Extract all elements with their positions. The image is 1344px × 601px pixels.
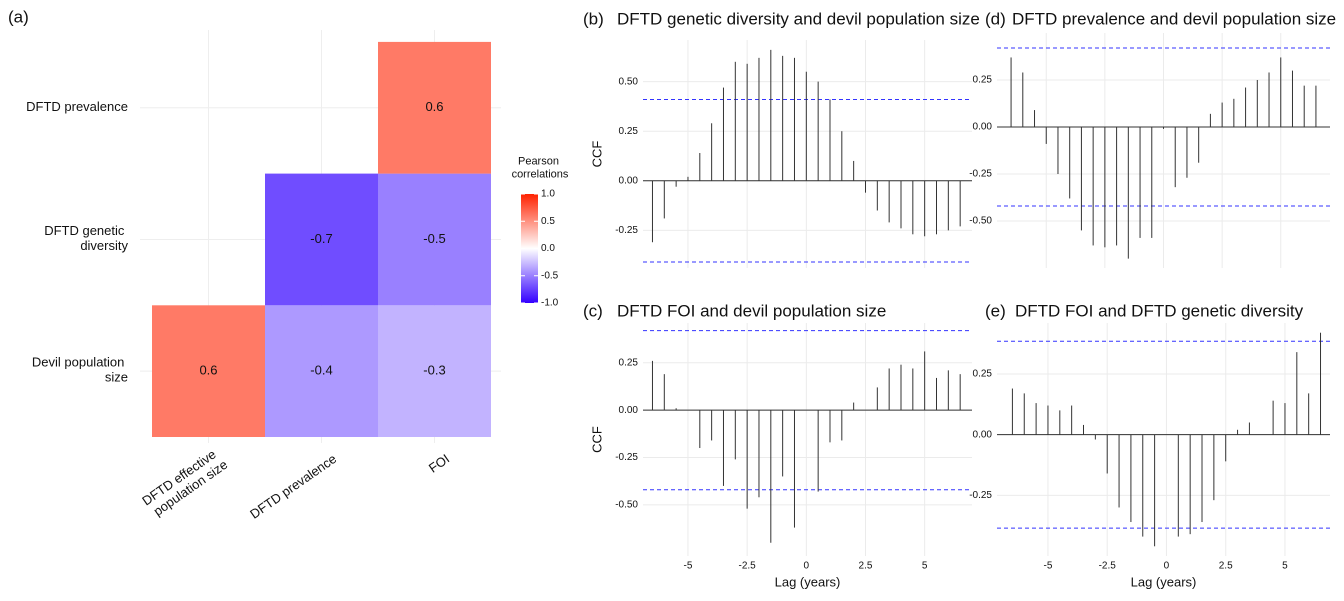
x-axis-label: Lag (years) xyxy=(1131,574,1197,589)
x-tick-label: DFTD prevalence xyxy=(247,451,339,522)
y-tick-label: 0.25 xyxy=(973,75,993,86)
y-tick-label: 0.25 xyxy=(619,357,639,368)
x-tick-label: -5 xyxy=(684,561,693,572)
heatmap-cell xyxy=(378,41,491,174)
y-tick-label: 0.50 xyxy=(619,76,639,87)
panel-label: (a) xyxy=(8,7,29,26)
x-tick-label: 5 xyxy=(922,561,928,572)
y-tick-label: -0.25 xyxy=(969,490,992,501)
chart-title: DFTD genetic diversity and devil populat… xyxy=(617,9,980,28)
panel-label: (c) xyxy=(583,301,603,320)
heatmap-cell xyxy=(265,173,378,306)
x-tick-label: -2.5 xyxy=(1099,561,1117,572)
x-tick-label: 0 xyxy=(1164,561,1170,572)
heatmap-cell xyxy=(378,173,491,306)
cell-label: -0.3 xyxy=(423,363,445,378)
x-tick-label: -2.5 xyxy=(739,561,757,572)
panel-label: (d) xyxy=(985,9,1006,28)
colorbar xyxy=(521,194,538,303)
colorbar-label: 1.0 xyxy=(541,189,555,200)
x-axis-label: Lag (years) xyxy=(775,574,841,589)
chart-title: DFTD prevalence and devil population siz… xyxy=(1012,9,1336,28)
y-tick-label: 0.25 xyxy=(619,126,639,137)
panel-label: (b) xyxy=(583,9,604,28)
y-axis-label: CCF xyxy=(589,141,604,168)
y-tick-label: 0.00 xyxy=(973,122,993,133)
y-tick-label: DFTD genetic diversity xyxy=(44,223,128,253)
heatmap-cell xyxy=(265,305,378,437)
y-axis-label: CCF xyxy=(589,426,604,453)
y-tick-label: -0.25 xyxy=(615,452,638,463)
x-tick-label: 2.5 xyxy=(859,561,873,572)
cell-label: 0.6 xyxy=(199,363,217,378)
plot-panel xyxy=(643,323,972,556)
chart-title: DFTD FOI and DFTD genetic diversity xyxy=(1015,301,1304,320)
x-tick-label: DFTD effective population size xyxy=(140,445,231,521)
colorbar-label: -0.5 xyxy=(541,270,559,281)
x-tick-label: 2.5 xyxy=(1219,561,1233,572)
x-tick-label: FOI xyxy=(426,451,452,476)
x-tick-label: 0 xyxy=(804,561,810,572)
cell-label: 0.6 xyxy=(425,99,443,114)
y-tick-label: Devil population size xyxy=(32,355,128,385)
y-tick-label: -0.25 xyxy=(969,169,992,180)
colorbar-label: 0.5 xyxy=(541,216,555,227)
legend-title: Pearson correlations xyxy=(512,156,569,181)
y-tick-label: 0.00 xyxy=(973,429,993,440)
heatmap-cell xyxy=(152,305,265,437)
plot-panel xyxy=(643,40,972,268)
chart-title: DFTD FOI and devil population size xyxy=(617,301,886,320)
cell-label: -0.4 xyxy=(310,363,332,378)
x-tick-label: 5 xyxy=(1282,561,1288,572)
plot-panel xyxy=(997,323,1330,556)
y-tick-label: -0.50 xyxy=(615,499,638,510)
x-tick-label: -5 xyxy=(1044,561,1053,572)
y-tick-label: -0.50 xyxy=(969,216,992,227)
y-tick-label: -0.25 xyxy=(615,225,638,236)
y-tick-label: 0.00 xyxy=(619,405,639,416)
colorbar-label: -1.0 xyxy=(541,298,559,309)
cell-label: -0.7 xyxy=(310,231,332,246)
y-tick-label: 0.00 xyxy=(619,175,639,186)
panel-label: (e) xyxy=(985,301,1006,320)
y-tick-label: 0.25 xyxy=(973,369,993,380)
cell-label: -0.5 xyxy=(423,231,445,246)
heatmap-cell xyxy=(378,305,491,437)
colorbar-label: 0.0 xyxy=(541,243,555,254)
y-tick-label: DFTD prevalence xyxy=(26,99,128,114)
